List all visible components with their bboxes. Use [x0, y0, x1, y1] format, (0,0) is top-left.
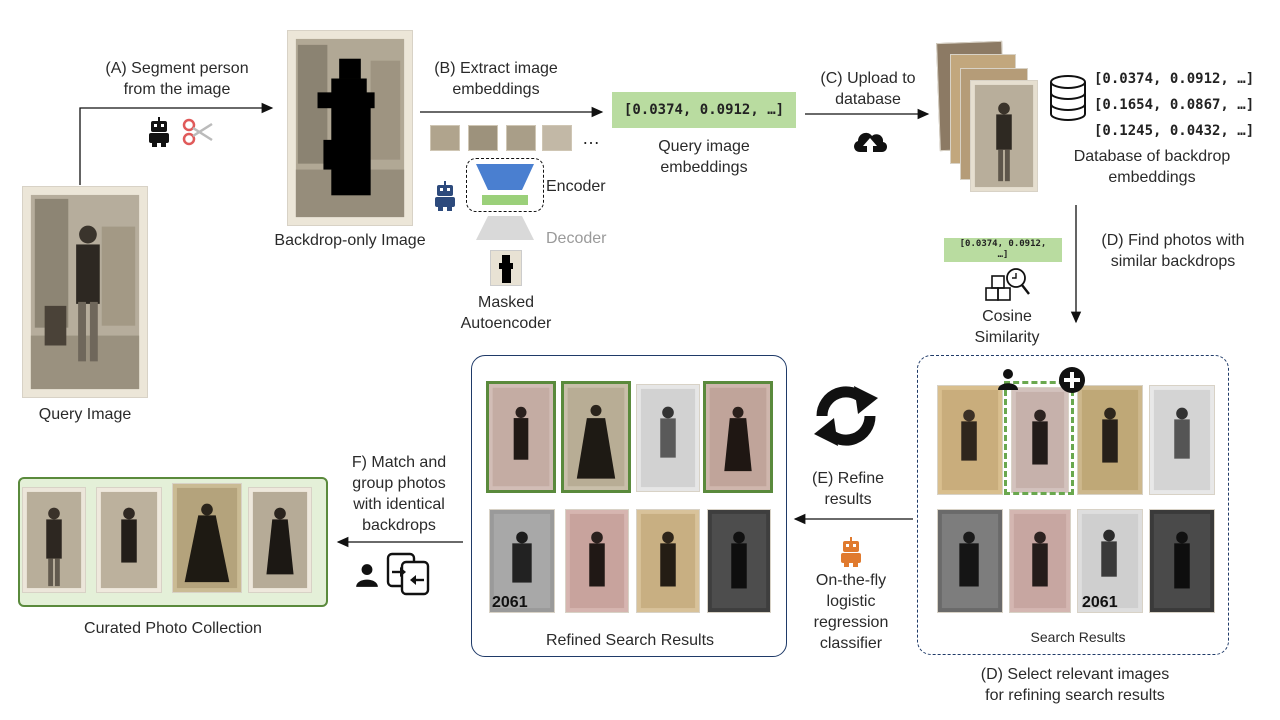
search-result-photo[interactable]	[1149, 509, 1215, 613]
curated-photo[interactable]	[96, 487, 162, 593]
database-label: Database of backdrop embeddings	[1073, 148, 1231, 186]
refined-result-photo[interactable]	[486, 381, 556, 493]
step-b-label: (B) Extract image embeddings	[434, 60, 558, 98]
refined-result-photo[interactable]	[561, 381, 631, 493]
refined-result-photo[interactable]	[565, 509, 629, 613]
query-image-label: Query Image	[38, 406, 132, 423]
search-results-label: Search Results	[1030, 629, 1126, 645]
encoder-label: Encoder	[546, 178, 606, 195]
search-result-photo[interactable]	[1149, 385, 1215, 495]
search-result-photo[interactable]	[1077, 509, 1143, 613]
add-icon[interactable]	[1058, 366, 1086, 394]
curated-photo[interactable]	[248, 487, 312, 593]
backdrop-only-image	[287, 30, 413, 226]
selection-highlight	[1004, 381, 1074, 495]
refined-results-label: Refined Search Results	[545, 632, 715, 649]
step-a-label: (A) Segment person from the image	[105, 60, 249, 98]
cloud-upload-icon	[850, 126, 890, 156]
query-image	[22, 186, 148, 398]
photo-number: 2061	[1082, 594, 1118, 611]
patch-tile	[430, 125, 460, 151]
query-embedding-box: [0.0374, 0.0912, …]	[612, 92, 796, 128]
patch-tile	[542, 125, 572, 151]
robot-icon	[146, 116, 172, 148]
cosine-embedding-box: [0.0374, 0.0912,…]	[944, 238, 1062, 262]
decoder-label: Decoder	[546, 230, 607, 247]
refined-results-panel	[471, 355, 787, 657]
backdrop-only-label: Backdrop-only Image	[274, 232, 426, 249]
patch-tile	[506, 125, 536, 151]
database-icon	[1048, 74, 1088, 124]
step-c-label: (C) Upload to database	[820, 70, 916, 108]
curated-label: Curated Photo Collection	[84, 620, 262, 637]
refined-result-photo[interactable]	[636, 509, 700, 613]
mae-label: Masked Autoencoder	[460, 294, 552, 332]
search-result-photo[interactable]	[1009, 509, 1071, 613]
refined-result-photo[interactable]	[636, 384, 700, 492]
db-embedding-list: [0.0374, 0.0912, …] [0.1654, 0.0867, …] …	[1094, 71, 1255, 139]
photo-number: 2061	[492, 594, 528, 611]
patch-ellipsis: …	[582, 128, 600, 148]
step-e-label: (E) Refine results	[811, 470, 885, 508]
robot-icon	[838, 536, 864, 568]
search-results-panel	[917, 355, 1229, 655]
step-f-label: F) Match and group photos with identical ba…	[351, 454, 447, 534]
classifier-label: On-the-fly logistic regression classifier	[813, 572, 889, 652]
cosine-similarity-icon	[984, 264, 1032, 304]
encoder-diagram	[476, 164, 534, 205]
search-result-photo[interactable]	[1077, 385, 1143, 495]
scissors-icon	[182, 118, 214, 146]
search-result-photo[interactable]	[1011, 387, 1069, 493]
patch-tile	[468, 125, 498, 151]
merge-icon	[386, 552, 432, 596]
refined-result-photo[interactable]	[703, 381, 773, 493]
refined-result-photo[interactable]	[707, 509, 771, 613]
curated-photo[interactable]	[172, 483, 242, 593]
db-photo	[970, 80, 1038, 192]
person-icon	[996, 367, 1020, 391]
search-result-photo[interactable]	[937, 509, 1003, 613]
robot-icon	[432, 180, 458, 212]
cosine-label: Cosine Similarity	[974, 308, 1040, 346]
person-icon	[354, 562, 380, 588]
query-embedding-label: Query image embeddings	[658, 138, 750, 176]
step-d-select-label: (D) Select relevant images for refining s…	[980, 666, 1170, 704]
decoder-diagram	[476, 216, 534, 240]
search-result-photo[interactable]	[937, 385, 1003, 495]
refresh-icon[interactable]	[808, 378, 884, 454]
curated-photo[interactable]	[22, 487, 86, 593]
masked-patch	[490, 250, 522, 286]
step-d-find-label: (D) Find photos with similar backdrops	[1101, 232, 1245, 270]
refined-result-photo[interactable]	[489, 509, 555, 613]
encoder-highlight	[466, 158, 544, 212]
